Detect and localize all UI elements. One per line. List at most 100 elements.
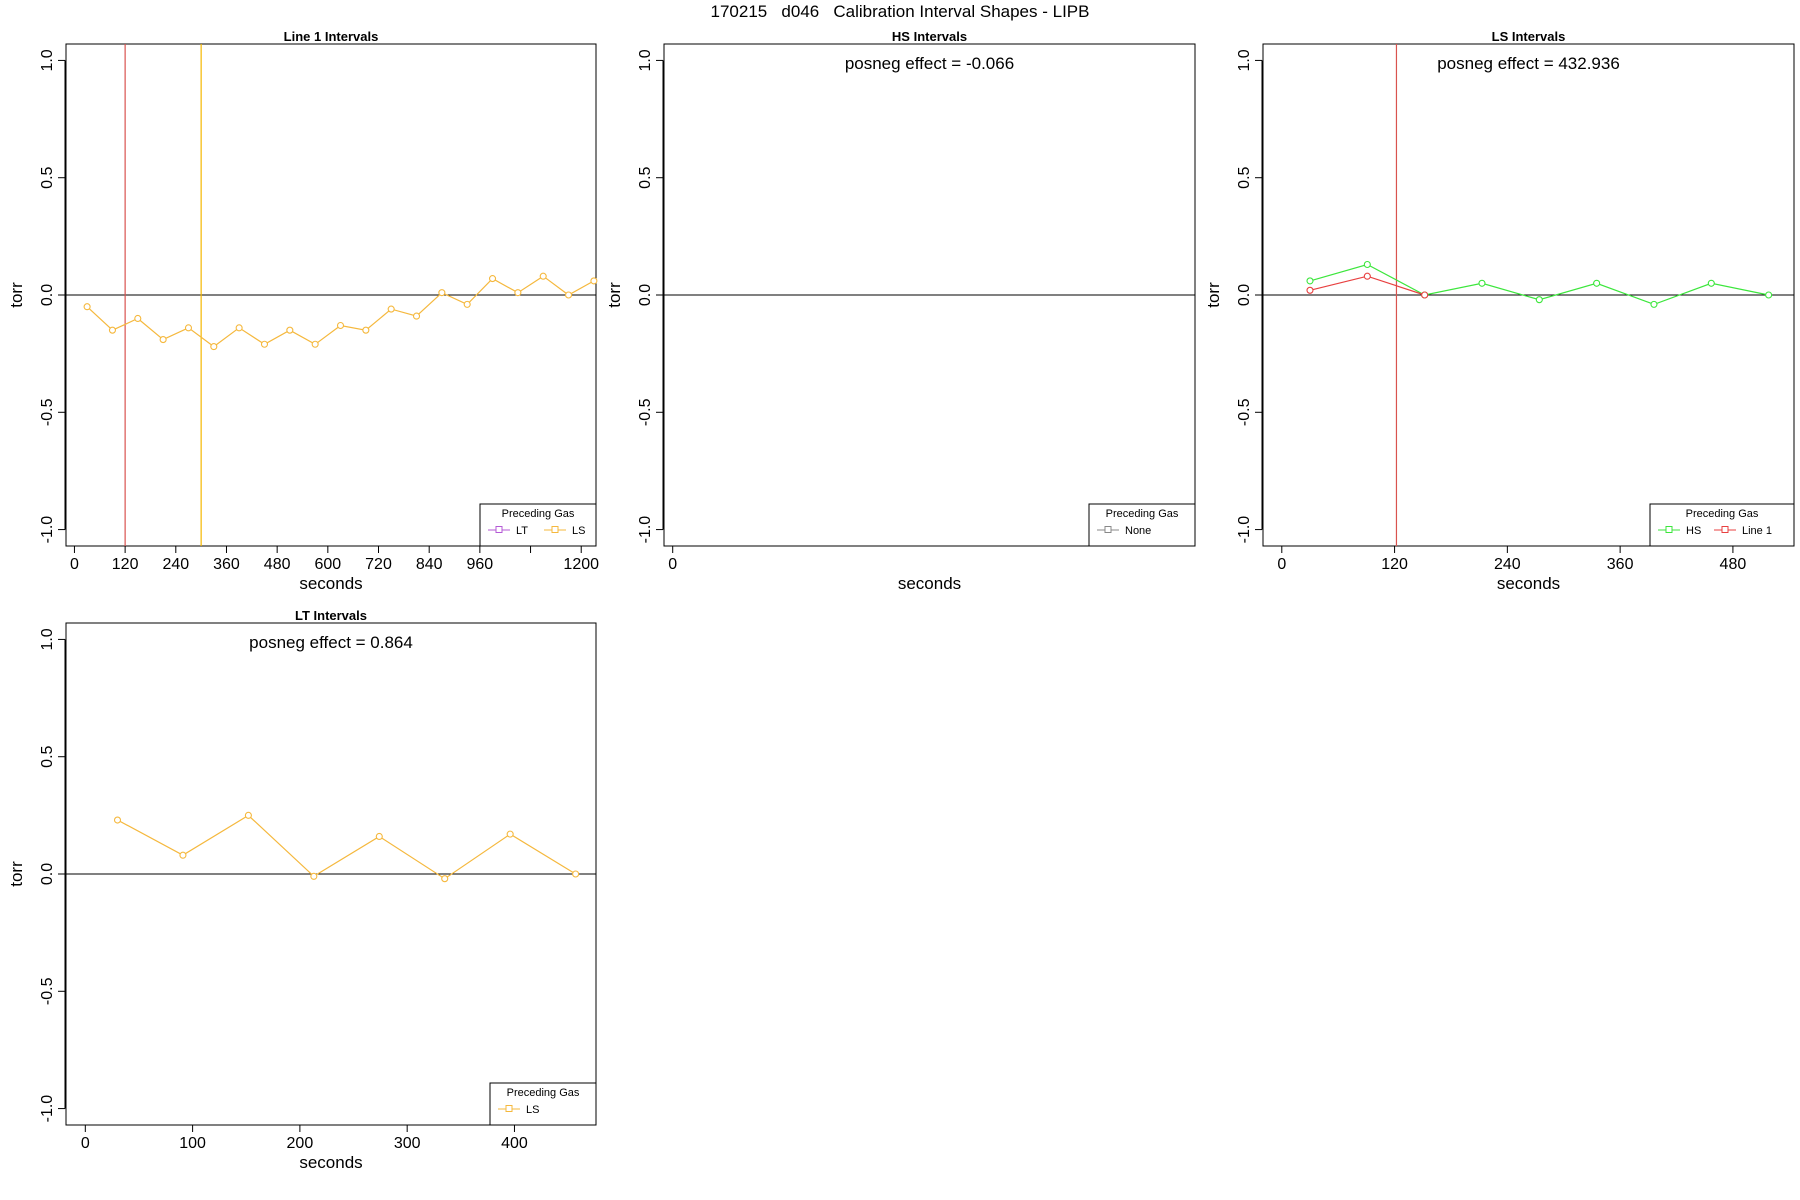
y-tick-label: -0.5: [39, 398, 56, 426]
data-point: [1421, 291, 1429, 299]
data-point: [286, 326, 294, 334]
legend: Preceding Gas LT LS: [479, 503, 597, 547]
legend-title: Preceding Gas: [1686, 508, 1759, 520]
legend-box: [489, 1082, 597, 1126]
data-point: [244, 811, 252, 819]
data-point: [441, 875, 449, 883]
posneg-annotation: posneg effect = -0.066: [845, 54, 1014, 73]
y-tick-label: 0.5: [1236, 166, 1253, 188]
data-point: [463, 300, 471, 308]
data-point: [134, 314, 142, 323]
x-tick-label: 0: [1277, 556, 1286, 573]
chart-panel-line-1-intervals: Line 1 Intervals 0 120 240 360 480 600 720 840 96…: [7, 29, 599, 593]
x-axis-label: seconds: [898, 574, 961, 593]
data-point: [159, 336, 167, 344]
chart-panel-lt-intervals: LT Intervals 0 100 200 300 400 seconds -1.0 -0.5…: [7, 608, 597, 1172]
chart-panel-hs-intervals: HS Intervals 0 seconds -1.0 -0.5 0.0 0.5 1.0 tor…: [605, 29, 1196, 593]
legend-box: [479, 503, 597, 547]
legend-title: Preceding Gas: [507, 1087, 580, 1099]
y-tick-label: 0.0: [637, 284, 654, 306]
legend-box: [1088, 503, 1196, 547]
x-tick-label: 480: [1720, 556, 1747, 573]
legend-label-ls: LS: [526, 1104, 539, 1116]
data-point: [113, 816, 122, 824]
y-tick-label: 1.0: [39, 628, 56, 650]
data-point: [412, 312, 421, 320]
x-tick-label: 0: [81, 1135, 90, 1152]
y-tick-label: 0.0: [39, 284, 56, 306]
data-point: [362, 326, 370, 334]
data-point: [179, 851, 187, 859]
legend-marker-hs: [1665, 526, 1673, 533]
legend-title: Preceding Gas: [502, 508, 575, 520]
data-point: [108, 326, 117, 334]
x-tick-label: 200: [287, 1135, 314, 1152]
x-tick-label: 960: [467, 556, 494, 573]
data-point: [311, 340, 319, 348]
data-point: [1650, 300, 1658, 308]
y-tick-label: -0.5: [39, 977, 56, 1005]
x-tick-label: 240: [162, 556, 189, 573]
y-axis-label: torr: [1204, 282, 1223, 308]
panel-title: HS Intervals: [892, 29, 967, 44]
data-point: [260, 340, 269, 348]
data-point: [83, 303, 91, 311]
legend: Preceding Gas None: [1088, 503, 1196, 547]
y-tick-label: -0.5: [637, 398, 654, 426]
data-point: [336, 321, 345, 330]
data-point: [488, 275, 497, 283]
data-point: [184, 324, 193, 332]
x-tick-label: 720: [365, 556, 392, 573]
x-tick-label: 400: [501, 1135, 528, 1152]
data-point: [310, 872, 318, 880]
data-point: [590, 277, 598, 285]
y-tick-label: -1.0: [39, 516, 56, 544]
x-tick-label: 300: [394, 1135, 421, 1152]
x-tick-label: 840: [416, 556, 443, 573]
y-tick-label: -1.0: [39, 1095, 56, 1123]
x-tick-label: 1200: [563, 556, 599, 573]
y-tick-label: -0.5: [1236, 398, 1253, 426]
y-tick-label: 1.0: [1236, 49, 1253, 71]
legend-label-ls: LS: [572, 525, 585, 537]
y-tick-label: 0.5: [637, 166, 654, 188]
data-point: [514, 289, 522, 297]
x-tick-label: 120: [112, 556, 139, 573]
x-axis-label: seconds: [299, 574, 362, 593]
chart-panel-ls-intervals: LS Intervals 0 120 240 360 480 seconds -1.0 -0.5…: [1204, 29, 1795, 593]
data-point: [1535, 296, 1543, 304]
legend: Preceding Gas LS: [489, 1082, 597, 1126]
x-axis-label: seconds: [1497, 574, 1560, 593]
y-tick-label: 0.5: [39, 166, 56, 188]
figure-title: 170215 d046 Calibration Interval Shapes …: [710, 2, 1090, 21]
data-point: [1363, 260, 1371, 269]
data-point: [564, 291, 573, 299]
panel-title: LT Intervals: [295, 608, 367, 623]
legend-label-line-1: Line 1: [1742, 525, 1772, 537]
data-point: [438, 289, 446, 297]
data-point: [1306, 277, 1314, 285]
x-tick-label: 240: [1494, 556, 1521, 573]
legend-label-hs: HS: [1686, 525, 1701, 537]
y-tick-label: 0.0: [39, 863, 56, 885]
legend-label-lt: LT: [516, 525, 528, 537]
data-point: [1707, 279, 1715, 287]
data-point: [1478, 279, 1486, 287]
data-point: [506, 830, 514, 838]
legend-marker-ls: [505, 1105, 513, 1112]
y-axis-label: torr: [605, 282, 624, 308]
legend-marker-line-1: [1721, 526, 1729, 533]
x-tick-label: 0: [70, 556, 79, 573]
y-tick-label: -1.0: [637, 516, 654, 544]
x-tick-label: 0: [668, 556, 677, 573]
x-tick-label: 360: [213, 556, 240, 573]
series-line-1: [117, 814, 576, 880]
x-tick-label: 100: [179, 1135, 206, 1152]
x-axis-label: seconds: [299, 1153, 362, 1172]
posneg-annotation: posneg effect = 432.936: [1437, 54, 1620, 73]
legend-title: Preceding Gas: [1106, 508, 1179, 520]
x-tick-label: 120: [1381, 556, 1408, 573]
legend-marker-none: [1104, 526, 1112, 533]
y-axis-label: torr: [7, 861, 26, 887]
